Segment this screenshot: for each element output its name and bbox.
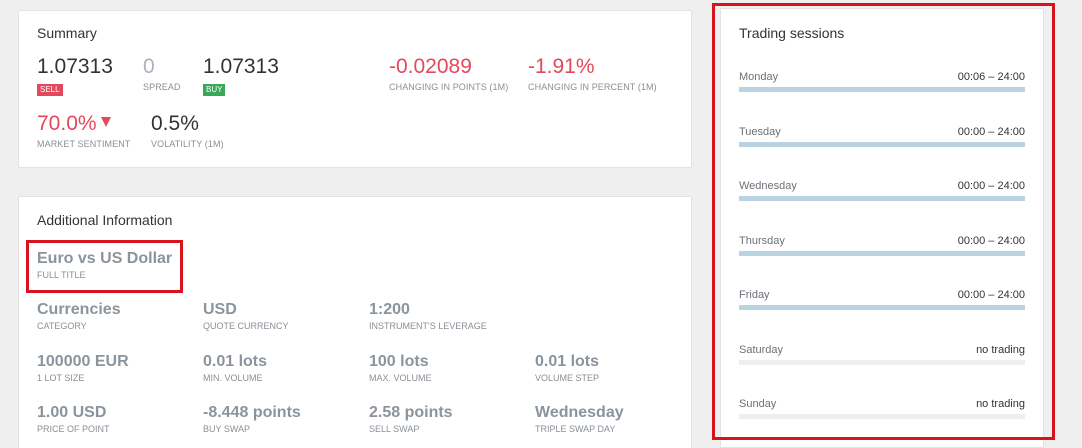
info-triple-swap-day: Wednesday TRIPLE SWAP DAY: [535, 403, 624, 434]
info-label: VOLUME STEP: [535, 373, 600, 383]
info-label: PRICE OF POINT: [37, 424, 110, 434]
session-bar-fill: [739, 196, 1025, 201]
session-hours: 00:00 – 24:00: [957, 126, 1025, 138]
info-label: BUY SWAP: [203, 424, 251, 434]
spread: 0 SPREAD: [143, 55, 181, 92]
summary-card: Summary 1.07313 SELL 0 SPREAD 1.07313 BU…: [18, 10, 692, 168]
info-value: Wednesday: [535, 404, 624, 421]
full-title-label: FULL TITLE: [37, 270, 86, 280]
market-sentiment: 70.0% MARKET SENTIMENT: [37, 112, 130, 149]
session-row: Tuesday 00:00 – 24:00: [739, 126, 1025, 156]
session-hours: 00:00 – 24:00: [957, 180, 1025, 192]
session-day: Friday: [739, 289, 770, 301]
info-leverage: 1:200 INSTRUMENT'S LEVERAGE: [369, 300, 487, 331]
session-row: Saturday no trading: [739, 344, 1025, 374]
session-bar: [739, 87, 1025, 92]
session-row: Sunday no trading: [739, 398, 1025, 428]
change-points-value: -0.02089: [389, 55, 472, 78]
sentiment-label: MARKET SENTIMENT: [37, 139, 131, 149]
info-label: MIN. VOLUME: [203, 373, 263, 383]
session-bar: [739, 414, 1025, 419]
change-points: -0.02089 CHANGING IN POINTS (1M): [389, 55, 508, 92]
session-bar-fill: [739, 87, 1025, 92]
sell-badge: SELL: [37, 84, 63, 96]
session-bar-fill: [739, 305, 1025, 310]
buy-value: 1.07313: [203, 55, 279, 78]
additional-info-card: Additional Information Euro vs US Dollar…: [18, 196, 692, 448]
session-hours: no trading: [976, 344, 1025, 356]
additional-info-title: Additional Information: [37, 212, 173, 228]
info-label: MAX. VOLUME: [369, 373, 432, 383]
session-bar: [739, 196, 1025, 201]
session-row: Friday 00:00 – 24:00: [739, 289, 1025, 319]
session-bar: [739, 360, 1025, 365]
info-buy-swap: -8.448 points BUY SWAP: [203, 403, 301, 434]
session-row: Monday 00:06 – 24:00: [739, 71, 1025, 101]
change-percent-value: -1.91%: [528, 55, 595, 78]
info-quote-currency: USD QUOTE CURRENCY: [203, 300, 289, 331]
summary-title: Summary: [37, 25, 97, 41]
session-day: Tuesday: [739, 126, 781, 138]
session-bar-fill: [739, 142, 1025, 147]
spread-label: SPREAD: [143, 82, 181, 92]
session-day: Saturday: [739, 344, 784, 356]
info-label: INSTRUMENT'S LEVERAGE: [369, 321, 487, 331]
volatility-value: 0.5%: [151, 112, 199, 135]
session-hours: 00:00 – 24:00: [957, 235, 1025, 247]
change-percent: -1.91% CHANGING IN PERCENT (1M): [528, 55, 657, 92]
info-label: SELL SWAP: [369, 424, 420, 434]
session-bar: [739, 305, 1025, 310]
info-value: USD: [203, 301, 237, 318]
session-row: Wednesday 00:00 – 24:00: [739, 180, 1025, 210]
full-title-value: Euro vs US Dollar: [37, 250, 173, 267]
info-value: 100000 EUR: [37, 353, 129, 370]
info-value: 1:200: [369, 301, 410, 318]
change-percent-label: CHANGING IN PERCENT (1M): [528, 82, 657, 92]
info-price-of-point: 1.00 USD PRICE OF POINT: [37, 403, 110, 434]
session-hours: 00:00 – 24:00: [957, 289, 1025, 301]
info-value: 0.01 lots: [535, 353, 600, 370]
info-value: Currencies: [37, 301, 121, 318]
info-value: -8.448 points: [203, 404, 301, 421]
info-volume-step: 0.01 lots VOLUME STEP: [535, 352, 599, 383]
info-label: TRIPLE SWAP DAY: [535, 424, 616, 434]
info-label: QUOTE CURRENCY: [203, 321, 289, 331]
session-bar-fill: [739, 251, 1025, 256]
info-lot-size: 100000 EUR 1 LOT SIZE: [37, 352, 129, 383]
info-value: 100 lots: [369, 353, 429, 370]
triangle-down-icon: [100, 117, 111, 127]
change-points-label: CHANGING IN POINTS (1M): [389, 82, 509, 92]
info-value: 2.58 points: [369, 404, 453, 421]
info-sell-swap: 2.58 points SELL SWAP: [369, 403, 453, 434]
sentiment-value: 70.0%: [37, 112, 97, 135]
info-label: CATEGORY: [37, 321, 87, 331]
info-category: Currencies CATEGORY: [37, 300, 121, 331]
session-hours: no trading: [976, 398, 1025, 410]
info-value: 1.00 USD: [37, 404, 107, 421]
buy-badge: BUY: [203, 84, 226, 96]
full-title: Euro vs US Dollar FULL TITLE: [37, 249, 172, 280]
trading-sessions-highlight: [712, 3, 1055, 440]
info-min-volume: 0.01 lots MIN. VOLUME: [203, 352, 267, 383]
session-day: Wednesday: [739, 180, 797, 192]
info-max-volume: 100 lots MAX. VOLUME: [369, 352, 432, 383]
session-bar: [739, 251, 1025, 256]
session-hours: 00:06 – 24:00: [957, 71, 1025, 83]
sell-price: 1.07313 SELL: [37, 55, 113, 97]
session-bar: [739, 142, 1025, 147]
full-title-highlight: [26, 240, 183, 293]
info-label: 1 LOT SIZE: [37, 373, 85, 383]
volatility-label: VOLATILITY (1M): [151, 139, 224, 149]
sell-value: 1.07313: [37, 55, 113, 78]
session-day: Sunday: [739, 398, 777, 410]
buy-price: 1.07313 BUY: [203, 55, 279, 97]
info-value: 0.01 lots: [203, 353, 268, 370]
session-row: Thursday 00:00 – 24:00: [739, 235, 1025, 265]
session-day: Thursday: [739, 235, 785, 247]
volatility: 0.5% VOLATILITY (1M): [151, 112, 224, 149]
spread-value: 0: [143, 55, 155, 78]
trading-sessions-title: Trading sessions: [739, 25, 845, 41]
session-day: Monday: [739, 71, 779, 83]
